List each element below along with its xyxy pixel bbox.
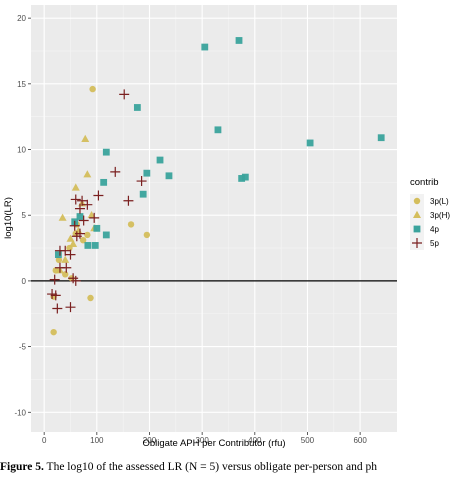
data-point-plus — [119, 89, 130, 100]
data-point-square — [139, 190, 147, 198]
scatter-chart: 0 100 200 300 400 500 600 -10 -5 0 5 10 15 20 Obliga… — [3, 5, 450, 449]
data-point-plus — [93, 190, 104, 201]
data-point-plus — [136, 176, 147, 187]
data-point-square — [241, 173, 249, 181]
legend-key-plus — [412, 238, 422, 248]
data-point-square — [165, 172, 173, 180]
data-point-triangle — [69, 239, 78, 248]
y-tick-label: 5 — [22, 211, 27, 220]
data-point-triangle — [71, 183, 80, 191]
series-plus — [47, 89, 147, 314]
data-point-square — [377, 134, 385, 142]
data-point-plus — [70, 194, 81, 205]
data-point-circle — [89, 85, 96, 93]
data-point-square — [93, 224, 101, 232]
data-point-plus — [78, 215, 89, 226]
data-point-square — [133, 104, 141, 111]
data-point-triangle — [81, 134, 90, 142]
data-point-square — [238, 175, 246, 182]
data-point-square — [84, 242, 92, 249]
x-axis-title: Obligate APH per Contributor (rfu) — [142, 438, 285, 449]
data-point-square — [143, 169, 151, 177]
legend-label: 5p — [430, 239, 439, 248]
x-tick-label: 200 — [143, 436, 157, 445]
data-point-triangle — [87, 211, 96, 219]
y-axis-title: log10(LR) — [3, 197, 14, 239]
minor-gridlines — [31, 5, 397, 432]
data-point-circle — [127, 221, 135, 228]
data-point-plus — [65, 302, 76, 313]
data-point-square — [306, 139, 314, 147]
caption-text: The log10 of the assessed LR (N = 5) ver… — [43, 461, 377, 473]
x-tick-label: 0 — [42, 436, 47, 445]
data-point-square — [156, 156, 164, 164]
data-point-triangle — [61, 255, 70, 263]
data-point-plus — [60, 245, 71, 256]
legend-key-square — [413, 225, 421, 233]
data-point-circle — [87, 294, 94, 302]
data-point-plus — [69, 220, 80, 231]
data-point-plus — [50, 290, 61, 301]
data-point-circle — [50, 328, 57, 336]
caption-label: Figure 5. — [0, 461, 44, 473]
data-point-plus — [49, 274, 60, 285]
data-point-circle — [84, 231, 91, 239]
data-point-circle — [79, 236, 87, 244]
data-point-square — [91, 242, 99, 249]
data-point-plus — [61, 262, 72, 273]
x-tick-label: 300 — [195, 436, 209, 445]
data-point-plus — [65, 249, 76, 260]
data-point-plus — [89, 212, 100, 223]
data-point-square — [54, 251, 62, 259]
panel-background — [31, 5, 397, 432]
data-point-triangle — [83, 170, 92, 178]
y-tick-label: 0 — [22, 277, 27, 286]
legend-label: 3p(H) — [430, 211, 450, 220]
y-tick-label: 15 — [17, 80, 26, 89]
legend-key-circle — [413, 197, 421, 205]
data-point-plus — [82, 199, 93, 210]
data-point-plus — [110, 166, 121, 177]
data-point-square — [102, 148, 110, 156]
data-point-plus — [74, 203, 85, 214]
x-tick-label: 100 — [90, 436, 104, 445]
data-point-square — [235, 37, 243, 44]
y-axis-ticks: -10 -5 0 5 10 15 20 — [14, 14, 31, 417]
y-tick-label: 20 — [17, 14, 26, 23]
data-point-square — [100, 178, 108, 186]
x-tick-label: 600 — [353, 436, 367, 445]
x-tick-label: 400 — [248, 436, 262, 445]
data-point-plus — [68, 273, 79, 284]
data-point-plus — [77, 195, 88, 206]
data-point-plus — [52, 303, 63, 314]
data-point-square — [214, 126, 222, 134]
legend: contrib 3p(L) 3p(H) 4p 5p — [410, 177, 450, 250]
y-tick-label: -10 — [14, 408, 26, 417]
legend-title: contrib — [410, 177, 439, 188]
data-point-circle — [143, 231, 151, 239]
data-point-plus — [123, 195, 134, 206]
y-tick-label: -5 — [19, 343, 27, 352]
legend-key-triangle — [413, 210, 421, 218]
x-tick-label: 500 — [301, 436, 315, 445]
data-point-circle — [55, 256, 63, 264]
legend-label: 3p(L) — [430, 197, 449, 206]
data-point-square — [102, 231, 110, 239]
data-points — [47, 37, 385, 336]
data-point-square — [201, 43, 209, 51]
data-point-triangle — [58, 213, 67, 221]
series-triangle — [55, 134, 99, 274]
x-axis-ticks: 0 100 200 300 400 500 600 — [42, 432, 367, 445]
data-point-triangle — [66, 234, 75, 242]
data-point-square — [76, 213, 84, 220]
data-point-plus — [74, 228, 85, 239]
data-point-plus — [70, 275, 81, 286]
y-tick-label: 10 — [17, 146, 26, 155]
figure-caption: Figure 5. The log10 of the assessed LR (… — [0, 461, 474, 477]
legend-label: 4p — [430, 225, 439, 234]
